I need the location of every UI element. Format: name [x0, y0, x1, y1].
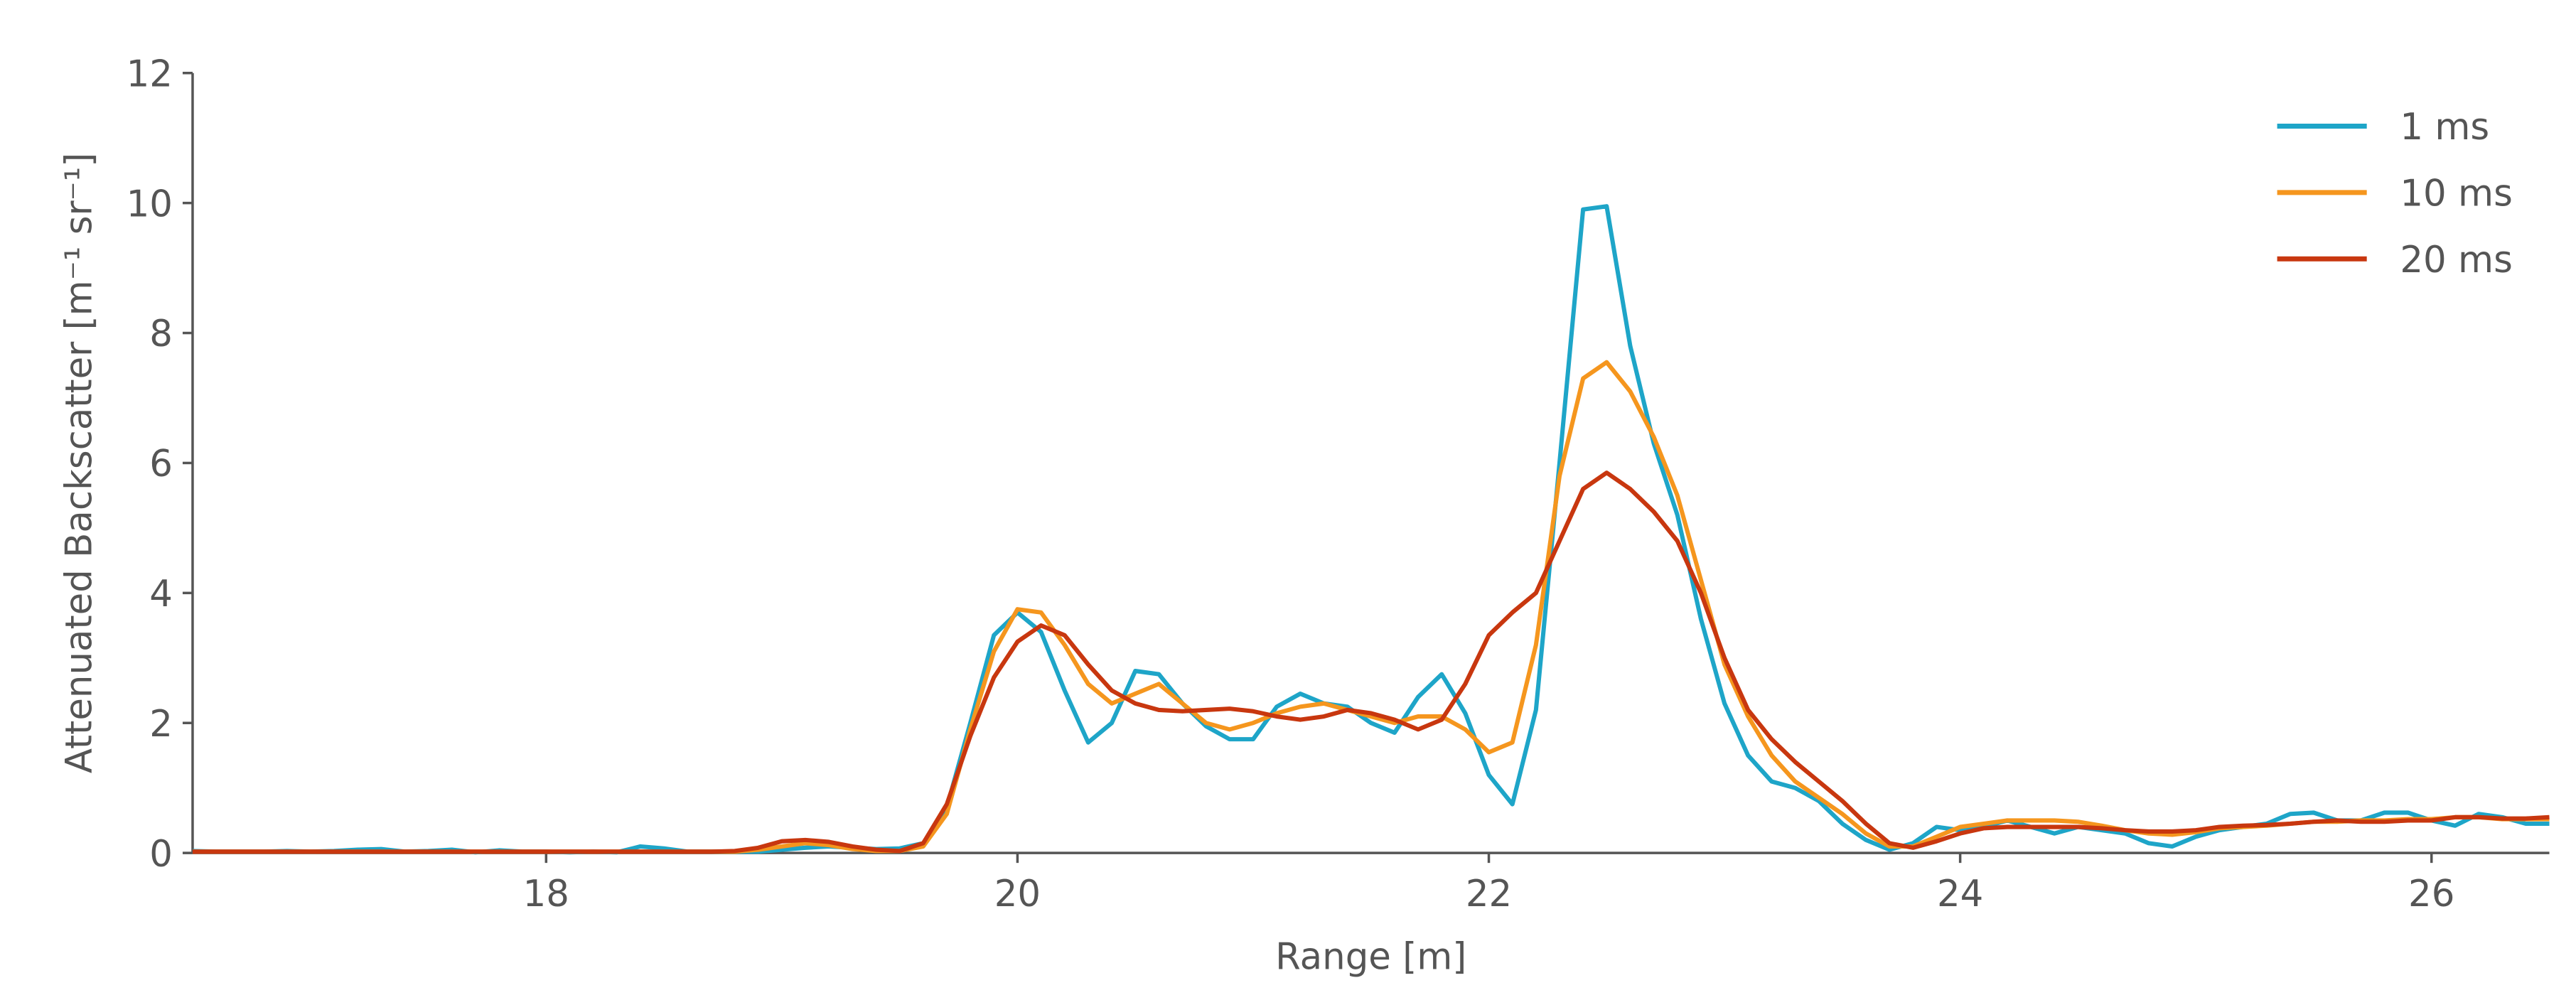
x-tick-label: 18 — [523, 873, 569, 915]
x-tick-label: 20 — [994, 873, 1041, 915]
x-axis-label: Range [m] — [1275, 936, 1466, 979]
legend-label: 10 ms — [2400, 173, 2512, 215]
y-tick-label: 12 — [127, 53, 173, 95]
y-tick-label: 6 — [149, 443, 173, 485]
legend-label: 1 ms — [2400, 106, 2489, 149]
x-tick-label: 22 — [1466, 873, 1512, 915]
y-tick-label: 0 — [149, 833, 173, 876]
y-tick-label: 10 — [127, 183, 173, 225]
series-line — [192, 470, 2550, 854]
legend-label: 20 ms — [2400, 239, 2512, 281]
y-axis-label: Attenuated Backscatter [m⁻¹ sr⁻¹] — [58, 153, 101, 774]
x-tick-label: 24 — [1937, 873, 1983, 915]
y-tick-label: 8 — [149, 313, 173, 355]
y-tick-label: 4 — [149, 573, 173, 615]
x-tick-label: 26 — [2408, 873, 2454, 915]
series-line — [192, 360, 2550, 854]
y-tick-label: 2 — [149, 703, 173, 746]
series-line — [192, 204, 2550, 855]
